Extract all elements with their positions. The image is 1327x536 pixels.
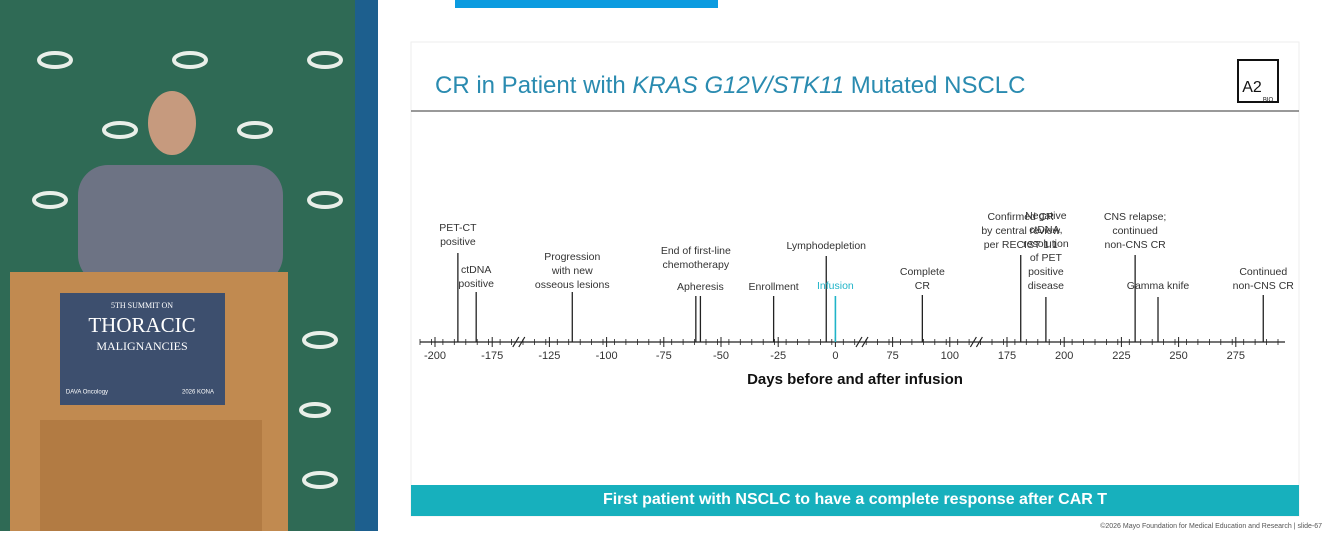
- event-label: positive: [1028, 266, 1064, 278]
- timeline: -200 -175 -125 -100 -75 -50 -25 0 75 100 175 200 225…: [419, 210, 1295, 362]
- top-bar: [455, 0, 718, 8]
- slide: [410, 41, 1300, 517]
- sign-line: THORACIC: [88, 313, 195, 337]
- event-label: non-CNS CR: [1104, 239, 1166, 251]
- event-label: Apheresis: [677, 281, 724, 293]
- podium-panel: [40, 420, 262, 531]
- sign-line: 5TH SUMMIT ON: [111, 301, 173, 310]
- axis-break: [969, 336, 983, 348]
- logo-sub: BIO: [1263, 98, 1274, 104]
- event-label: osseous lesions: [535, 279, 610, 291]
- event-label: disease: [1028, 280, 1064, 292]
- title-part: Mutated NSCLC: [844, 72, 1025, 99]
- event-label: End of first-line: [661, 245, 731, 257]
- title-part: CR in Patient with: [435, 72, 632, 99]
- x-tick-label: 200: [1055, 350, 1073, 362]
- axis-break: [512, 336, 526, 348]
- banner: [411, 485, 1299, 516]
- slide-title: CR in Patient with KRAS G12V/STK11 Mutat…: [435, 72, 1025, 99]
- event-label: Progression: [544, 251, 600, 263]
- event-label: ctDNA: [461, 264, 491, 276]
- event-label: Confirmed CR: [987, 211, 1054, 223]
- event-label: of PET: [1030, 252, 1063, 264]
- event-label: positive: [440, 236, 476, 248]
- event-label: Lymphodepletion: [786, 240, 866, 252]
- axis-break: [855, 336, 869, 348]
- x-tick-label: 250: [1169, 350, 1187, 362]
- x-tick-label: 275: [1227, 350, 1245, 362]
- divider: [355, 0, 378, 531]
- event-label: positive: [458, 278, 494, 290]
- event-label: CNS relapse;: [1104, 211, 1166, 223]
- x-tick-label: -75: [656, 350, 672, 362]
- x-tick-label: -200: [424, 350, 446, 362]
- event-label: Continued: [1239, 266, 1287, 278]
- footer: ©2026 Mayo Foundation for Medical Educat…: [1100, 522, 1322, 530]
- x-tick-label: 225: [1112, 350, 1130, 362]
- event-label: chemotherapy: [663, 259, 730, 271]
- event-label: by central review: [981, 225, 1060, 237]
- event-label: ctDNA,: [1029, 224, 1062, 236]
- minor-ticks: [419, 339, 1279, 345]
- event-label: CR: [915, 280, 931, 292]
- x-axis-label: Days before and after infusion: [747, 371, 963, 388]
- event-label: PET-CT: [439, 222, 477, 234]
- event-label: per RECIST 1.1: [984, 239, 1058, 251]
- shirt: [78, 165, 283, 285]
- banner-text: First patient with NSCLC to have a compl…: [603, 491, 1107, 508]
- x-tick-label: -100: [596, 350, 618, 362]
- event-label: Infusion: [817, 280, 854, 292]
- x-tick-label: 0: [832, 350, 838, 362]
- logo: [1237, 59, 1279, 103]
- logo-mark: A2: [1242, 79, 1262, 96]
- event-label: with new: [551, 265, 593, 277]
- event-label: non-CNS CR: [1233, 280, 1295, 292]
- x-tick-label: -125: [538, 350, 560, 362]
- podium-sign: [60, 293, 225, 405]
- sign-line: MALIGNANCIES: [96, 339, 187, 353]
- event-label: Enrollment: [749, 281, 799, 293]
- x-tick-label: -50: [713, 350, 729, 362]
- sign-logo: 2026 KONA: [182, 390, 214, 396]
- head: [148, 91, 196, 155]
- event-label: Negative: [1025, 210, 1067, 222]
- event-label: continued: [1112, 225, 1158, 237]
- x-tick-label: 75: [886, 350, 898, 362]
- x-tick-label: -25: [770, 350, 786, 362]
- title-part: KRAS G12V/STK11: [632, 72, 844, 99]
- backdrop-pattern: [32, 51, 343, 489]
- x-tick-label: 100: [941, 350, 959, 362]
- event-label: Gamma knife: [1127, 280, 1190, 292]
- x-tick-label: -175: [481, 350, 503, 362]
- x-tick-label: 175: [998, 350, 1016, 362]
- event-label: resolution: [1023, 238, 1069, 250]
- sign-logo: DAVA Oncology: [66, 390, 108, 396]
- event-label: Complete: [900, 266, 945, 278]
